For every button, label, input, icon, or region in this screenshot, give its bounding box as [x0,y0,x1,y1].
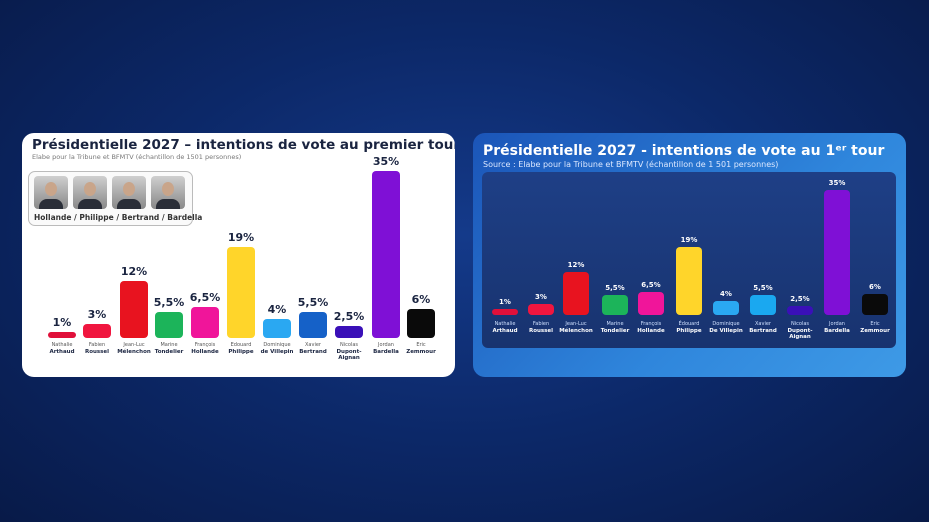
data-label: 6,5% [641,280,661,289]
data-label: 4% [720,289,732,298]
bar [335,326,363,338]
category-label: Jean-Luc Mélenchon [559,321,593,334]
bar [750,295,776,315]
data-label: 12% [567,261,585,270]
chart-panel-right: Présidentielle 2027 - intentions de vote… [473,133,906,377]
data-label: 4% [267,302,287,316]
photo-philippe [73,176,107,209]
data-label: 1% [52,316,72,329]
bar [713,300,739,315]
category-label: Eric Zemmour [406,342,436,355]
photo-hollande [34,176,68,209]
category-label: Nathalie Arthaud [49,342,75,355]
bar [492,309,518,315]
category-label: Edouard Philippe [228,342,254,355]
bar [120,280,148,338]
bar [191,306,219,338]
bar [299,311,327,338]
data-label: 35% [828,179,846,187]
bar [227,247,255,338]
bar [563,272,589,315]
data-label: 3% [87,307,107,321]
data-label: 19% [227,231,255,245]
bar [787,306,813,315]
bar [528,304,554,315]
chart-panel-left: Présidentielle 2027 – intentions de vote… [22,133,455,377]
category-label: Nicolas Dupont- Aignan [787,321,813,341]
bar [602,295,628,315]
category-label: François Hollande [637,321,665,334]
chart-title: Présidentielle 2027 – intentions de vote… [32,137,455,153]
bar [824,190,850,315]
data-label: 5,5% [753,284,773,293]
photo-bardella [151,176,185,209]
category-label: François Hollande [191,342,219,355]
data-label: 6% [411,293,431,307]
category-label: Dominique de Villepin [260,342,294,355]
data-label: 2,5% [333,310,365,324]
chart-title: Présidentielle 2027 - intentions de vote… [483,143,885,159]
data-label: 19% [680,236,698,245]
bar [48,332,76,338]
category-label: Xavier Bertrand [299,342,327,355]
category-label: Marine Tondelier [154,342,184,355]
data-label: 12% [120,264,148,278]
category-label: Xavier Bertrand [749,321,777,334]
bar [638,291,664,315]
data-label: 35% [372,155,400,168]
category-label: Marine Tondelier [600,321,630,334]
bar [372,171,400,338]
chart-subtitle: Elabe pour la Tribune et BFMTV (échantil… [32,153,242,161]
data-label: 6,5% [189,290,221,304]
data-label: 6% [869,282,881,291]
category-label: Nathalie Arthaud [492,321,518,334]
chart-subtitle: Source : Elabe pour la Tribune et BFMTV … [483,160,779,169]
data-label: 3% [535,293,547,302]
bar [155,311,183,338]
data-label: 2,5% [790,295,810,304]
category-label: Jordan Bardella [824,321,850,334]
category-label: Fabien Roussel [528,321,554,334]
data-label: 5,5% [297,295,329,309]
category-label: Eric Zemmour [860,321,890,334]
bar [862,293,888,315]
category-label: Nicolas Dupont- Aignan [336,342,362,362]
bar [407,309,435,338]
data-label: 5,5% [605,284,625,293]
category-label: Édouard Philippe [676,321,702,334]
category-label: Dominique De Villepin [709,321,743,334]
bar [676,247,702,315]
data-label: 1% [499,298,511,306]
category-label: Jean-Luc Mélenchon [117,342,151,355]
photo-caption: Hollande / Philippe / Bertrand / Bardell… [34,213,203,222]
photo-bertrand [112,176,146,209]
data-label: 5,5% [153,295,185,309]
category-label: Fabien Roussel [84,342,110,355]
bar [263,318,291,338]
bar [83,323,111,338]
category-label: Jordan Bardella [373,342,399,355]
candidate-photos: Hollande / Philippe / Bertrand / Bardell… [28,171,202,226]
